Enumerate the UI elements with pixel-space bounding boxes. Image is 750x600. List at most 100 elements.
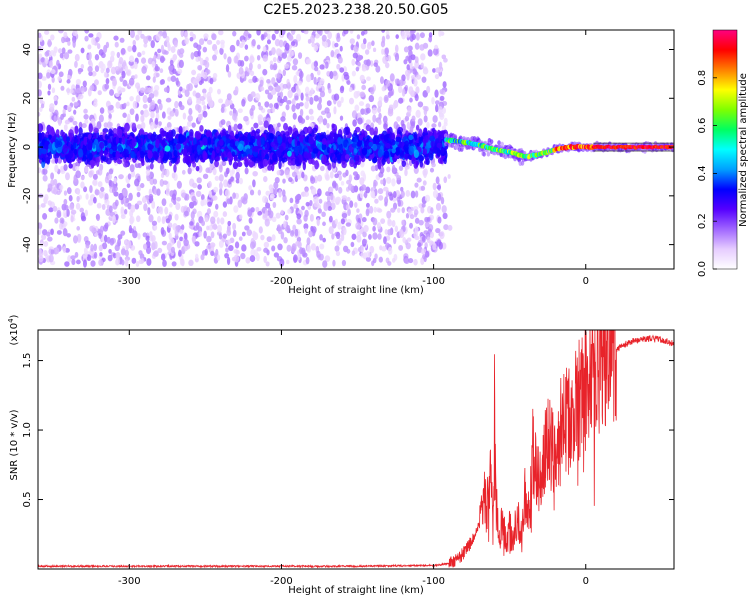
spectrogram-noise-cell: [159, 68, 164, 74]
spectrogram-noise-cell: [138, 259, 144, 265]
spectrogram-noise-cell: [280, 116, 286, 122]
spectrogram-noise-cell: [412, 68, 417, 75]
spectrogram-noise-cell: [334, 42, 339, 48]
spectrogram-noise-cell: [75, 87, 82, 94]
spectrogram-noise-cell: [167, 76, 172, 82]
spectrogram-noise-cell: [309, 115, 315, 121]
spectrogram-noise-cell: [415, 86, 420, 94]
spectrogram-noise-cell: [429, 167, 435, 173]
spectrogram-noise-cell: [225, 247, 229, 253]
spectrogram-noise-cell: [243, 115, 249, 122]
spectrogram-noise-cell: [415, 74, 422, 80]
spectrogram-noise-cell: [405, 242, 411, 250]
spectrogram-noise-cell: [233, 254, 240, 263]
spectrogram-core-cell: [314, 160, 319, 170]
spectrogram-noise-cell: [204, 61, 210, 69]
spectrogram-noise-cell: [64, 261, 70, 267]
spectrogram-noise-cell: [50, 34, 55, 41]
spectrogram-noise-cell: [160, 253, 166, 261]
spectrogram-noise-cell: [319, 90, 326, 98]
spectrogram-noise-cell: [396, 207, 401, 213]
spectrogram-noise-cell: [68, 195, 73, 202]
spectrogram-noise-cell: [168, 214, 172, 221]
spectrogram-noise-cell: [348, 87, 353, 93]
spectrogram-noise-cell: [38, 80, 42, 89]
spectrogram-noise-cell: [108, 168, 114, 175]
spectrogram-noise-cell: [430, 207, 434, 214]
spectrogram-noise-cell: [70, 255, 76, 260]
spectrogram-noise-cell: [398, 230, 405, 239]
spectrogram-noise-cell: [208, 86, 213, 94]
spectrogram-noise-cell: [109, 205, 113, 213]
spectrogram-noise-cell: [422, 180, 427, 186]
spectrogram-noise-cell: [295, 240, 301, 247]
spectrogram-noise-cell: [400, 186, 404, 192]
spectrogram-noise-cell: [296, 213, 302, 220]
spectrogram-noise-cell: [38, 72, 43, 80]
spectrogram-noise-cell: [287, 89, 293, 99]
spectrogram-noise-cell: [88, 170, 93, 178]
spectrogram-noise-cell: [296, 218, 302, 225]
spectrogram-noise-cell: [306, 237, 311, 246]
spectrogram-noise-cell: [188, 107, 193, 116]
spectrogram-noise-cell: [435, 176, 440, 185]
spectrogram-noise-cell: [401, 207, 405, 214]
spectrogram-noise-cell: [443, 57, 448, 63]
spectrogram-noise-cell: [244, 225, 250, 231]
spectrogram-noise-cell: [232, 222, 237, 231]
spectrogram-core-cell: [353, 129, 358, 137]
spectrogram-noise-cell: [93, 196, 97, 204]
spectrogram-noise-cell: [432, 115, 438, 123]
spectrogram-noise-cell: [73, 109, 77, 115]
spectrogram-noise-cell: [59, 52, 64, 59]
spectrogram-core-cell: [284, 131, 290, 137]
spectrogram-noise-cell: [183, 239, 189, 247]
spectrogram-noise-cell: [307, 38, 312, 44]
spectrogram-noise-cell: [295, 103, 301, 110]
spectrogram-noise-cell: [336, 32, 341, 39]
spectrogram-noise-cell: [42, 174, 48, 182]
spectrogram-core-cell: [237, 153, 242, 160]
spectrogram-noise-cell: [340, 181, 345, 186]
spectrogram-noise-cell: [310, 243, 317, 251]
spectrogram-noise-cell: [103, 224, 108, 232]
spectrogram-noise-cell: [286, 244, 292, 252]
spectrogram-noise-cell: [373, 206, 377, 213]
spectrogram-noise-cell: [110, 50, 115, 57]
spectrogram-noise-cell: [48, 207, 54, 213]
spectrogram-noise-cell: [301, 171, 305, 179]
spectrogram-noise-cell: [78, 121, 83, 129]
spectrogram-noise-cell: [58, 48, 63, 54]
spectrogram-noise-cell: [293, 254, 298, 263]
spectrogram-noise-cell: [360, 42, 367, 50]
spectrogram-noise-cell: [319, 64, 325, 70]
spectrogram-core-cell: [88, 152, 93, 161]
spectrogram-noise-cell: [145, 169, 151, 176]
spectrogram-noise-cell: [149, 121, 155, 130]
spectrogram-noise-cell: [360, 30, 365, 36]
spectrogram-noise-cell: [47, 236, 53, 242]
spectrogram-noise-cell: [59, 184, 64, 191]
spectrogram-noise-cell: [112, 214, 116, 224]
spectrogram-noise-cell: [38, 32, 42, 38]
spectrogram-core-cell: [418, 155, 425, 162]
spectrogram-noise-cell: [62, 112, 66, 118]
spectrogram-noise-cell: [265, 30, 272, 33]
spectrogram-noise-cell: [262, 45, 267, 53]
spectrogram-noise-cell: [80, 87, 85, 95]
spectrogram-noise-cell: [196, 177, 202, 184]
spectrogram-noise-cell: [180, 224, 185, 231]
spectrogram-noise-cell: [434, 73, 440, 80]
spectrogram-noise-cell: [75, 78, 81, 86]
spectrogram-core-cell: [353, 155, 360, 162]
spectrogram-noise-cell: [423, 170, 428, 179]
spectrogram-noise-cell: [162, 180, 168, 185]
spectrogram-noise-cell: [361, 84, 366, 91]
spectrogram-noise-cell: [332, 180, 337, 189]
spectrogram-core-cell: [337, 136, 342, 145]
spectrogram-noise-cell: [263, 175, 268, 183]
spectrogram-noise-cell: [172, 68, 177, 75]
spectrogram-noise-cell: [398, 165, 404, 171]
spectrogram-noise-cell: [347, 183, 353, 191]
spectrogram-core-cell: [190, 152, 195, 162]
